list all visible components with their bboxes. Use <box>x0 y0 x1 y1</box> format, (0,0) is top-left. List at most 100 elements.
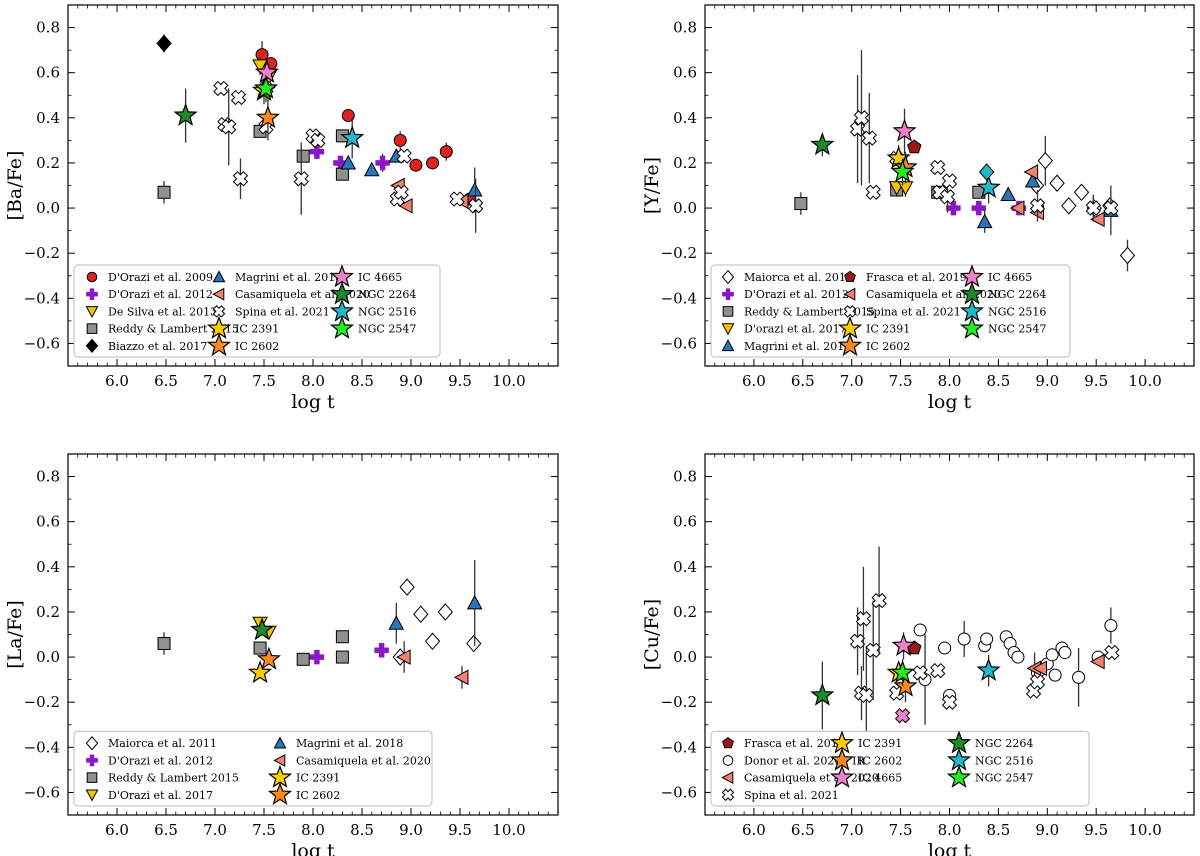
data-point-casamiquela-et-al-2020 <box>1032 660 1047 677</box>
data-point-spina-et-al-2021 <box>865 642 881 658</box>
data-point-casamiquela-et-al-2020 <box>1023 164 1039 180</box>
x-tick-label: 10.0 <box>1128 821 1161 839</box>
y-tick-label: 0.4 <box>36 558 60 576</box>
data-point-maiorca-et-al-2011 <box>399 578 415 596</box>
data-point-casamiquela-et-al-2020 <box>453 669 469 686</box>
legend-marker-ic-2602 <box>837 333 863 357</box>
legend-label: Magrini et al. 2018 <box>296 737 403 750</box>
legend-marker-casamiquela-et-al-2020 <box>212 287 225 301</box>
data-point-spina-et-al-2021 <box>449 191 465 207</box>
legend-marker-magrini-et-al-2018 <box>273 736 287 749</box>
data-point-spina-et-al-2021 <box>1025 683 1042 699</box>
y-tick-label: 0.0 <box>36 648 60 666</box>
data-point-ic-2391 <box>247 660 273 684</box>
legend-box <box>73 730 433 807</box>
x-tick-label: 6.5 <box>791 372 815 390</box>
y-tick-label: 0.6 <box>673 513 697 531</box>
legend-marker-magrini-et-al-2018 <box>721 339 735 352</box>
y-tick-label: 0.2 <box>36 603 60 621</box>
data-points <box>794 50 1136 272</box>
data-point-spina-et-al-2021 <box>855 611 872 627</box>
data-point-d-orazi-et-al-2009 <box>341 109 355 123</box>
legend-label: NGC 2547 <box>988 323 1046 336</box>
data-point-reddy-lambert-2015 <box>335 650 349 664</box>
legend-marker-d-orazi-et-al-2012 <box>86 754 98 767</box>
y-axis-label: [Y/Fe] <box>641 157 663 214</box>
data-point-donor-et-al-2020-ir <box>913 623 927 637</box>
data-point-donor-et-al-2020-ir <box>1058 646 1072 660</box>
data-point-casamiquela-et-al-2020 <box>398 197 413 214</box>
x-tick-label: 7.5 <box>252 372 276 390</box>
data-point-ngc-2264 <box>249 617 275 641</box>
data-point-ic-4665 <box>892 118 917 142</box>
y-tick-label: 0.0 <box>673 648 697 666</box>
y-axis-label: [La/Fe] <box>4 600 26 669</box>
legend-label: D'Orazi et al. 2012 <box>744 288 849 301</box>
data-point-de-silva-et-al-2013 <box>252 59 268 74</box>
data-point-maiorca-et-al-2011 <box>1061 197 1077 215</box>
data-point-spina-et-al-2021 <box>213 80 229 97</box>
data-point-spina-et-al-2021 <box>865 184 881 200</box>
data-point-d-orazi-et-al-2009 <box>255 48 269 62</box>
y-tick-label: −0.2 <box>24 693 60 711</box>
legend-marker-frasca-et-al-2019 <box>844 270 856 283</box>
y-tick-label: −0.6 <box>24 334 60 352</box>
data-point-spina-et-al-2021 <box>853 110 870 126</box>
legend-marker-d-orazi-et-al-2012 <box>86 288 98 301</box>
legend-label: IC 2391 <box>296 772 340 785</box>
legend-label: D'Orazi et al. 2012 <box>108 288 213 301</box>
y-tick-label: 0.6 <box>673 64 697 82</box>
x-tick-label: 10.0 <box>492 372 525 390</box>
legend-label: Reddy & Lambert 2015 <box>108 772 239 785</box>
data-point-spina-et-al-2021 <box>912 665 928 681</box>
data-point-reddy-lambert-2015 <box>157 185 171 199</box>
data-point-spina-et-al-2021 <box>861 130 877 146</box>
legend: Maiorca et al. 2011 D'Orazi et al. 2012 Re… <box>73 730 433 807</box>
data-point-spina-et-al-2021 <box>221 119 237 135</box>
data-point-magrini-et-al-2018 <box>466 181 483 197</box>
data-point-magrini-et-al-2018 <box>466 594 483 610</box>
data-point-magrini-et-al-2018 <box>976 213 993 229</box>
data-point-casamiquela-et-al-2020 <box>1090 653 1105 670</box>
x-tick-label: 9.0 <box>399 372 423 390</box>
data-point-spina-et-al-2021 <box>939 189 956 205</box>
legend-marker-casamiquela-et-al-2020 <box>273 753 286 767</box>
data-point-donor-et-al-2020-ir <box>957 632 971 646</box>
data-point-magrini-et-al-2018 <box>340 154 357 170</box>
data-point-maiorca-et-al-2011 <box>424 632 441 651</box>
legend-label: NGC 2547 <box>975 772 1033 785</box>
legend-marker-spina-et-al-2021 <box>721 788 735 802</box>
legend-label: IC 2391 <box>235 323 279 336</box>
legend-label: NGC 2516 <box>975 754 1033 767</box>
y-tick-label: 0.4 <box>36 109 60 127</box>
y-tick-label: 0.0 <box>36 199 60 217</box>
x-tick-label: 7.5 <box>889 372 913 390</box>
x-tick-label: 10.0 <box>1128 372 1161 390</box>
data-point-d-orazi-et-al-2012 <box>946 200 961 216</box>
data-point-spina-et-al-2021 <box>232 171 249 187</box>
data-point-ic-2391 <box>886 145 911 169</box>
data-point-magrini-et-al-2018 <box>388 615 405 630</box>
data-point-ic-2602 <box>893 673 918 697</box>
data-point-reddy-lambert-2015 <box>157 637 171 651</box>
legend-marker-reddy-lambert-2015 <box>86 323 98 334</box>
legend-label: NGC 2264 <box>358 288 416 301</box>
x-tick-label: 9.0 <box>399 821 423 839</box>
y-tick-label: −0.6 <box>24 783 60 801</box>
data-point-spina-et-al-2021 <box>230 89 247 106</box>
legend-marker-de-silva-et-al-2013 <box>85 306 99 319</box>
x-axis-label: log t <box>291 840 335 856</box>
x-tick-label: 6.5 <box>791 821 815 839</box>
x-axis-label: log t <box>928 840 972 856</box>
y-tick-label: 0.4 <box>673 109 697 127</box>
legend-marker-ic-2602 <box>267 782 293 806</box>
y-tick-label: −0.6 <box>661 334 697 352</box>
legend-box <box>710 730 1090 807</box>
data-point-spina-et-al-2021 <box>293 171 309 187</box>
data-point-d-orazi-et-al-2012 <box>309 649 325 665</box>
data-point-ngc-2516 <box>978 163 995 181</box>
data-point-d-orazi-et-al-2012 <box>375 155 390 171</box>
legend-label: D'Orazi et al. 2009 <box>108 271 213 284</box>
data-point-maiorca-et-al-2011 <box>413 605 429 623</box>
